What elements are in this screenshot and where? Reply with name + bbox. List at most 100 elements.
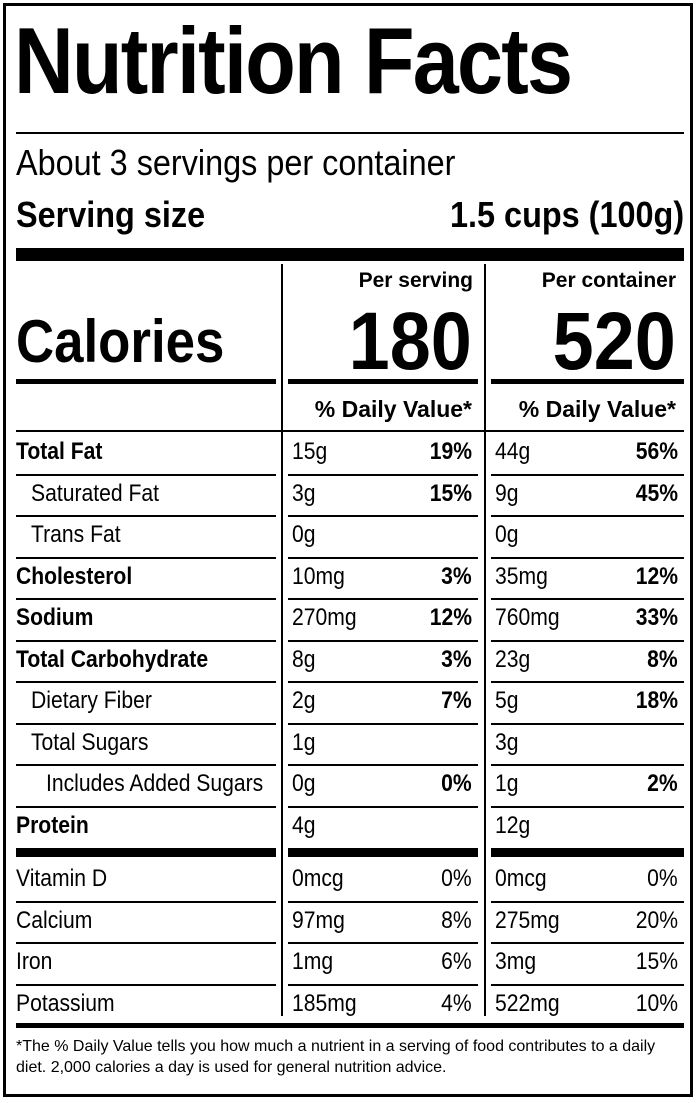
- row-divider: [491, 984, 684, 986]
- nutrient-daily-value: 3%: [441, 646, 472, 673]
- row-divider: [491, 598, 684, 600]
- nutrient-label: Includes Added Sugars: [46, 770, 264, 797]
- row-divider: [491, 515, 684, 517]
- dv-header-container: % Daily Value*: [518, 396, 676, 422]
- per-serving-header: Per serving: [358, 269, 473, 292]
- nutrient-amount: 0g: [292, 521, 316, 548]
- calories-divider-mid: [288, 379, 478, 384]
- vitamin-daily-value: 0%: [647, 865, 678, 892]
- row-divider: [16, 806, 276, 808]
- serving-size-label: Serving size: [16, 194, 206, 235]
- row-divider: [16, 557, 276, 559]
- row-divider: [288, 764, 478, 766]
- vitamin-amount: 0mcg: [495, 865, 547, 892]
- calories-label: Calories: [16, 308, 225, 375]
- row-divider: [288, 901, 478, 903]
- row-divider: [288, 806, 478, 808]
- nutrient-amount: 1g: [292, 729, 316, 756]
- nutrient-amount: 270mg: [292, 604, 357, 631]
- row-divider: [491, 942, 684, 944]
- row-divider: [288, 474, 478, 476]
- nutrient-amount: 35mg: [495, 563, 548, 590]
- row-divider: [16, 942, 276, 944]
- footnote: *The % Daily Value tells you how much a …: [16, 1038, 656, 1076]
- nutrient-daily-value: 56%: [635, 438, 678, 465]
- serving-size-value: 1.5 cups (100g): [449, 194, 684, 235]
- nutrient-amount: 0g: [495, 521, 519, 548]
- per-container-header: Per container: [541, 269, 676, 292]
- servings-per-container: About 3 servings per container: [16, 142, 456, 183]
- row-divider: [288, 557, 478, 559]
- nutrient-label: Cholesterol: [16, 563, 133, 590]
- row-divider: [491, 557, 684, 559]
- nutrient-amount: 3g: [495, 729, 519, 756]
- nutrient-daily-value: 12%: [429, 604, 472, 631]
- nutrient-daily-value: 3%: [441, 563, 472, 590]
- vitamin-label: Vitamin D: [16, 865, 108, 892]
- row-divider: [288, 984, 478, 986]
- vitamins-divider-mid: [288, 848, 478, 857]
- row-divider: [16, 723, 276, 725]
- nutrient-amount: 12g: [495, 812, 531, 839]
- row-divider: [16, 984, 276, 986]
- vitamin-daily-value: 20%: [635, 907, 678, 934]
- footnote-divider: [16, 1023, 684, 1028]
- row-divider: [491, 474, 684, 476]
- vitamin-amount: 522mg: [495, 990, 560, 1017]
- nutrient-amount: 4g: [292, 812, 316, 839]
- vitamin-daily-value: 8%: [441, 907, 472, 934]
- row-divider: [16, 901, 276, 903]
- vitamin-daily-value: 4%: [441, 990, 472, 1017]
- nutrient-daily-value: 45%: [635, 480, 678, 507]
- row-divider: [491, 764, 684, 766]
- nutrient-amount: 44g: [495, 438, 531, 465]
- nutrient-daily-value: 15%: [429, 480, 472, 507]
- vitamin-amount: 1mg: [292, 948, 334, 975]
- dv-header-serving: % Daily Value*: [314, 396, 472, 422]
- label-title: Nutrition Facts: [14, 8, 573, 113]
- row-divider: [288, 723, 478, 725]
- nutrition-facts-panel: [3, 3, 693, 1097]
- nutrient-amount: 1g: [495, 770, 519, 797]
- nutrient-daily-value: 19%: [429, 438, 472, 465]
- nutrient-daily-value: 2%: [647, 770, 678, 797]
- calories-divider-right: [491, 379, 684, 384]
- nutrient-daily-value: 0%: [441, 770, 472, 797]
- row-divider: [16, 598, 276, 600]
- nutrient-daily-value: 18%: [635, 687, 678, 714]
- row-divider: [491, 723, 684, 725]
- row-divider: [491, 681, 684, 683]
- calories-divider-left: [16, 379, 276, 384]
- row-divider: [491, 640, 684, 642]
- nutrient-amount: 0g: [292, 770, 316, 797]
- nutrient-amount: 5g: [495, 687, 519, 714]
- nutrient-amount: 8g: [292, 646, 316, 673]
- nutrient-label: Total Fat: [16, 438, 103, 465]
- row-divider: [288, 681, 478, 683]
- row-divider: [16, 515, 276, 517]
- row-divider: [16, 764, 276, 766]
- vitamin-daily-value: 6%: [441, 948, 472, 975]
- vitamin-amount: 97mg: [292, 907, 345, 934]
- vitamin-daily-value: 10%: [635, 990, 678, 1017]
- vitamin-label: Calcium: [16, 907, 93, 934]
- nutrient-amount: 9g: [495, 480, 519, 507]
- row-divider: [16, 474, 276, 476]
- title-divider: [16, 132, 684, 134]
- nutrient-label: Total Carbohydrate: [16, 646, 209, 673]
- nutrient-label: Total Sugars: [31, 729, 149, 756]
- nutrient-label: Dietary Fiber: [31, 687, 152, 714]
- vitamin-label: Potassium: [16, 990, 115, 1017]
- nutrient-label: Trans Fat: [31, 521, 121, 548]
- vitamins-divider-left: [16, 848, 276, 857]
- nutrient-label: Sodium: [16, 604, 94, 631]
- nutrient-label: Saturated Fat: [31, 480, 159, 507]
- row-divider: [288, 640, 478, 642]
- row-divider: [288, 515, 478, 517]
- vitamins-divider-right: [491, 848, 684, 857]
- nutrient-daily-value: 8%: [647, 646, 678, 673]
- nutrient-amount: 15g: [292, 438, 328, 465]
- row-divider: [288, 598, 478, 600]
- vitamin-amount: 3mg: [495, 948, 537, 975]
- nutrient-daily-value: 33%: [635, 604, 678, 631]
